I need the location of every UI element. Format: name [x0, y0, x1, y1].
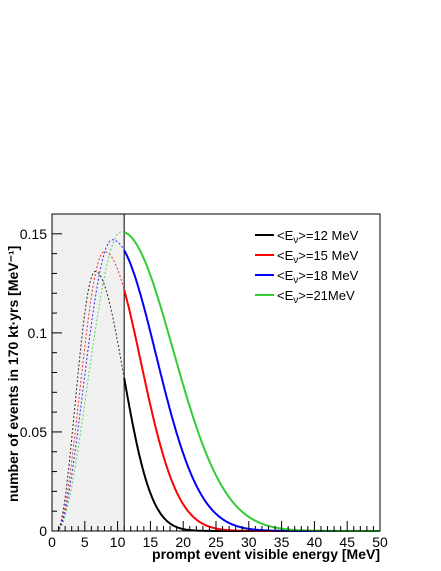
- y-tick-label: 0.05: [20, 424, 47, 440]
- x-tick-label: 25: [208, 534, 224, 550]
- x-tick-label: 5: [81, 534, 89, 550]
- x-tick-label: 50: [372, 534, 388, 550]
- series-0-below-threshold: [52, 271, 125, 532]
- x-tick-label: 20: [175, 534, 191, 550]
- legend-label-3: <Eν>=21MeV: [277, 288, 355, 306]
- x-axis-title: prompt event visible energy [MeV]: [152, 546, 380, 562]
- y-tick-label: 0.1: [28, 325, 48, 341]
- x-tick-label: 10: [110, 534, 126, 550]
- legend-label-1: <Eν>=15 MeV: [277, 248, 359, 266]
- x-tick-label: 15: [143, 534, 159, 550]
- series-3-below-threshold: [52, 231, 125, 532]
- series-2-below-threshold: [52, 239, 125, 532]
- legend-label-0: <Eν>=12 MeV: [277, 228, 359, 246]
- x-tick-label: 0: [48, 534, 56, 550]
- legend: <Eν>=12 MeV <Eν>=15 MeV <Eν>=18 MeV <Eν>=21…: [255, 228, 359, 306]
- series-1-below-threshold: [52, 251, 125, 532]
- y-axis-title: number of events in 170 kt·yrs [MeV⁻¹]: [5, 246, 21, 502]
- x-tick-label: 35: [274, 534, 290, 550]
- axes-layer: 0 5 10 15 20 25 30 35 40 45 50 0 0.05 0.1 0.15: [20, 213, 388, 550]
- x-tick-label: 45: [339, 534, 355, 550]
- x-tick-label: 40: [307, 534, 323, 550]
- shaded-region: [52, 214, 125, 531]
- y-tick-label: 0: [39, 523, 47, 539]
- legend-label-2: <Eν>=18 MeV: [277, 268, 359, 286]
- plot-background: [52, 214, 125, 531]
- series-1-line: [123, 289, 380, 532]
- x-tick-label: 30: [241, 534, 257, 550]
- y-tick-label: 0.15: [20, 226, 47, 242]
